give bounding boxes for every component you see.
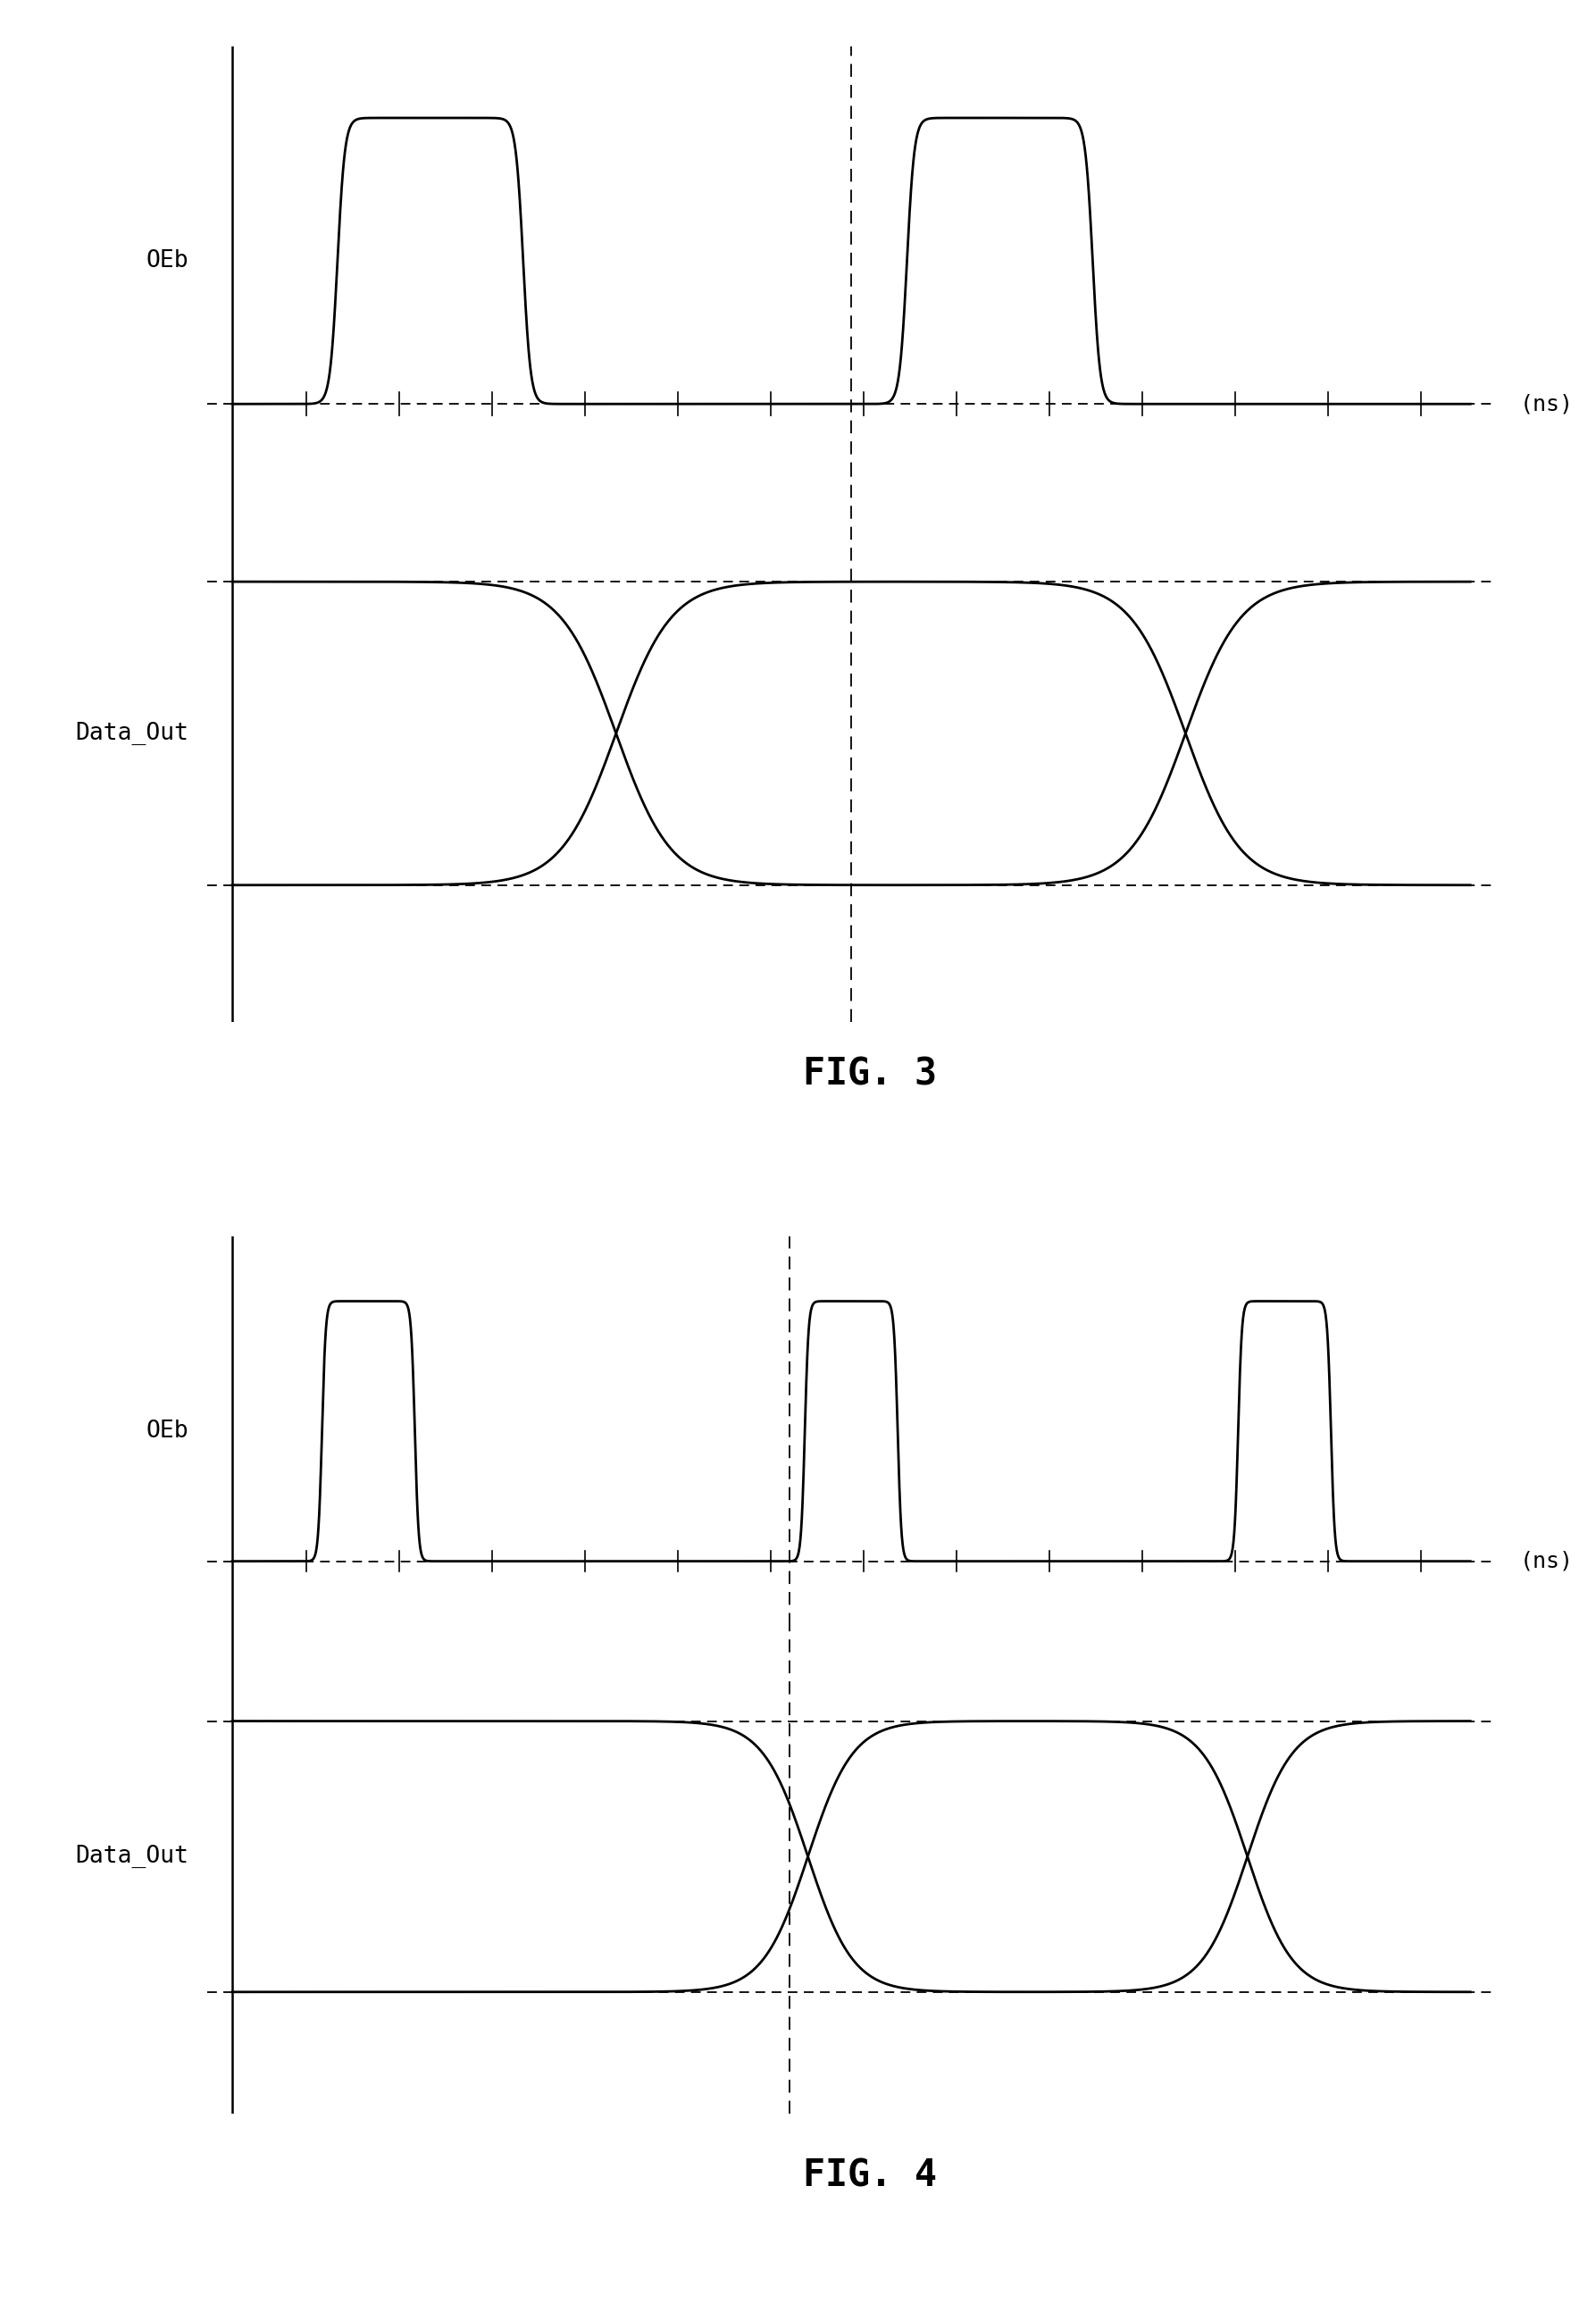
Text: FIG. 4: FIG. 4	[803, 2158, 937, 2195]
Text: FIG. 3: FIG. 3	[803, 1056, 937, 1093]
Text: OEb: OEb	[147, 248, 188, 271]
Text: (ns): (ns)	[1519, 394, 1574, 415]
Text: (ns): (ns)	[1519, 1550, 1574, 1573]
Text: Data_Out: Data_Out	[75, 1844, 188, 1868]
Text: Data_Out: Data_Out	[75, 722, 188, 745]
Text: OEb: OEb	[147, 1420, 188, 1443]
